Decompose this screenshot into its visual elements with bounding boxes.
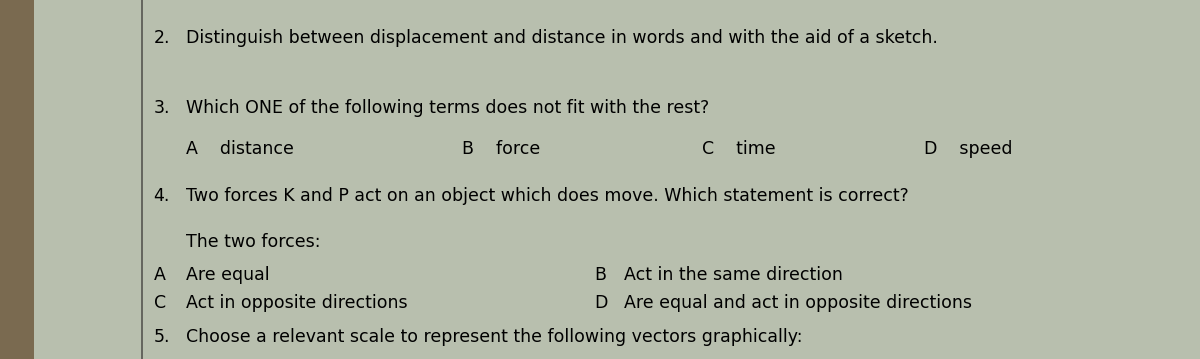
- Text: C: C: [154, 294, 166, 312]
- Text: B    force: B force: [462, 140, 540, 158]
- Text: Two forces K and P act on an object which does move. Which statement is correct?: Two forces K and P act on an object whic…: [186, 187, 908, 205]
- Text: D    speed: D speed: [924, 140, 1013, 158]
- Text: A    distance: A distance: [186, 140, 294, 158]
- Text: Which ONE of the following terms does not fit with the rest?: Which ONE of the following terms does no…: [186, 99, 709, 117]
- Text: A: A: [154, 266, 166, 284]
- Text: B: B: [594, 266, 606, 284]
- Text: 5.: 5.: [154, 328, 170, 346]
- Text: Distinguish between displacement and distance in words and with the aid of a ske: Distinguish between displacement and dis…: [186, 29, 938, 47]
- Text: 2.: 2.: [154, 29, 170, 47]
- Text: Are equal and act in opposite directions: Are equal and act in opposite directions: [624, 294, 972, 312]
- Text: Are equal: Are equal: [186, 266, 270, 284]
- Text: Choose a relevant scale to represent the following vectors graphically:: Choose a relevant scale to represent the…: [186, 328, 803, 346]
- Text: The two forces:: The two forces:: [186, 233, 320, 251]
- Text: C    time: C time: [702, 140, 775, 158]
- Text: D: D: [594, 294, 607, 312]
- FancyBboxPatch shape: [0, 0, 34, 359]
- Text: 4.: 4.: [154, 187, 170, 205]
- Text: Act in opposite directions: Act in opposite directions: [186, 294, 408, 312]
- Text: Act in the same direction: Act in the same direction: [624, 266, 842, 284]
- Text: 3.: 3.: [154, 99, 170, 117]
